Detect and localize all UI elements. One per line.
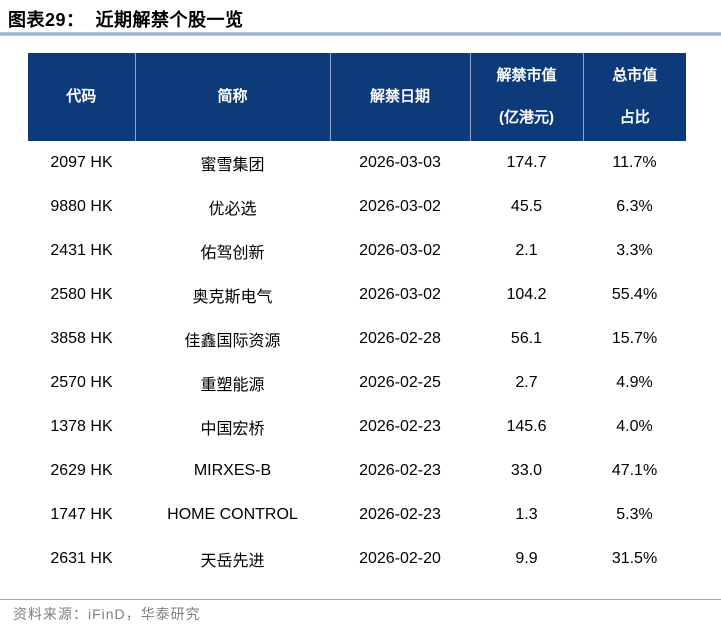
cell-unlock-value: 45.5 bbox=[510, 198, 543, 215]
cell-unlock-date: 2026-03-02 bbox=[359, 242, 441, 259]
table-row: 2097 HK 蜜雪集团 2026-03-03 174.7 11.7% bbox=[28, 141, 686, 185]
cell-code: 3858 HK bbox=[50, 330, 113, 347]
cell-unlock-date: 2026-02-23 bbox=[359, 462, 441, 479]
cell-unlock-date: 2026-03-02 bbox=[359, 286, 441, 303]
table-row: 1378 HK 中国宏桥 2026-02-23 145.6 4.0% bbox=[28, 405, 686, 449]
cell-code: 1378 HK bbox=[50, 418, 113, 435]
table-row: 3858 HK 佳鑫国际资源 2026-02-28 56.1 15.7% bbox=[28, 317, 686, 361]
cell-code: 1747 HK bbox=[50, 506, 113, 523]
unlock-stocks-table-container: 代码 简称 解禁日期 bbox=[28, 53, 686, 581]
cell-market-cap-ratio: 11.7% bbox=[612, 154, 657, 171]
cell-unlock-value: 145.6 bbox=[506, 418, 547, 435]
column-header-label: 解禁市值 bbox=[496, 67, 557, 84]
cell-name: 重塑能源 bbox=[200, 377, 265, 394]
cell-name: 奥克斯电气 bbox=[192, 289, 273, 306]
table-row: 2629 HK MIRXES-B 2026-02-23 33.0 47.1% bbox=[28, 449, 686, 493]
table-row: 9880 HK 优必选 2026-03-02 45.5 6.3% bbox=[28, 185, 686, 229]
cell-unlock-value: 1.3 bbox=[515, 506, 538, 523]
column-header-unlock-date: 解禁日期 bbox=[329, 53, 470, 141]
cell-code: 2580 HK bbox=[50, 286, 113, 303]
cell-unlock-value: 104.2 bbox=[506, 286, 547, 303]
column-header-label: 解禁日期 bbox=[369, 88, 430, 105]
cell-market-cap-ratio: 55.4% bbox=[611, 286, 658, 303]
cell-market-cap-ratio: 47.1% bbox=[611, 462, 658, 479]
cell-name: 优必选 bbox=[208, 201, 257, 218]
cell-market-cap-ratio: 6.3% bbox=[616, 198, 653, 215]
cell-unlock-value: 9.9 bbox=[515, 550, 538, 567]
column-header-code: 代码 bbox=[28, 53, 135, 141]
cell-unlock-date: 2026-03-02 bbox=[359, 198, 441, 215]
cell-unlock-date: 2026-02-23 bbox=[359, 506, 441, 523]
cell-unlock-date: 2026-03-03 bbox=[359, 154, 441, 171]
cell-name: 佑驾创新 bbox=[200, 245, 265, 262]
source-note: 资料来源：iFinD，华泰研究 bbox=[13, 606, 201, 622]
table-row: 2570 HK 重塑能源 2026-02-25 2.7 4.9% bbox=[28, 361, 686, 405]
table-row: 2431 HK 佑驾创新 2026-03-02 2.1 3.3% bbox=[28, 229, 686, 273]
cell-market-cap-ratio: 4.9% bbox=[616, 374, 653, 391]
column-header-label: 简称 bbox=[217, 88, 248, 105]
cell-market-cap-ratio: 4.0% bbox=[616, 418, 653, 435]
table-row: 2631 HK 天岳先进 2026-02-20 9.9 31.5% bbox=[28, 537, 686, 581]
cell-code: 2570 HK bbox=[50, 374, 113, 391]
table-body: 2097 HK 蜜雪集团 2026-03-03 174.7 11.7% 9880… bbox=[28, 141, 686, 581]
cell-unlock-date: 2026-02-23 bbox=[359, 418, 441, 435]
cell-code: 9880 HK bbox=[50, 198, 113, 215]
cell-unlock-date: 2026-02-25 bbox=[359, 374, 441, 391]
cell-unlock-value: 33.0 bbox=[510, 462, 543, 479]
cell-code: 2629 HK bbox=[50, 462, 113, 479]
cell-market-cap-ratio: 31.5% bbox=[611, 550, 658, 567]
table-header: 代码 简称 解禁日期 bbox=[28, 53, 686, 141]
title-underline-rule bbox=[0, 32, 721, 36]
cell-unlock-value: 174.7 bbox=[506, 154, 547, 171]
column-header-label: 代码 bbox=[66, 88, 97, 105]
cell-market-cap-ratio: 3.3% bbox=[616, 242, 653, 259]
column-header-unlock-value: 解禁市值 (亿港元) bbox=[469, 53, 583, 141]
column-header-market-cap-ratio: 总市值 占比 bbox=[582, 53, 686, 141]
footer-divider-rule bbox=[0, 599, 721, 600]
cell-code: 2631 HK bbox=[50, 550, 113, 567]
cell-name: 佳鑫国际资源 bbox=[184, 333, 281, 350]
cell-name: 蜜雪集团 bbox=[200, 157, 265, 174]
cell-name: MIRXES-B bbox=[193, 462, 272, 479]
cell-name: HOME CONTROL bbox=[167, 506, 298, 523]
cell-market-cap-ratio: 15.7% bbox=[611, 330, 658, 347]
table-header-row: 代码 简称 解禁日期 bbox=[28, 53, 686, 141]
table-row: 1747 HK HOME CONTROL 2026-02-23 1.3 5.3% bbox=[28, 493, 686, 537]
cell-unlock-value: 2.7 bbox=[515, 374, 538, 391]
cell-unlock-date: 2026-02-28 bbox=[359, 330, 441, 347]
unlock-stocks-table: 代码 简称 解禁日期 bbox=[28, 53, 686, 581]
column-header-name: 简称 bbox=[134, 53, 330, 141]
cell-code: 2431 HK bbox=[50, 242, 113, 259]
cell-name: 中国宏桥 bbox=[200, 421, 265, 438]
column-header-label: 占比 bbox=[619, 109, 650, 126]
cell-unlock-value: 56.1 bbox=[510, 330, 543, 347]
column-header-label: 总市值 bbox=[612, 67, 658, 84]
column-header-label: (亿港元) bbox=[499, 109, 554, 126]
cell-market-cap-ratio: 5.3% bbox=[616, 506, 653, 523]
cell-name: 天岳先进 bbox=[200, 553, 265, 570]
figure-title: 图表29： 近期解禁个股一览 bbox=[8, 10, 244, 30]
cell-code: 2097 HK bbox=[50, 154, 113, 171]
table-row: 2580 HK 奥克斯电气 2026-03-02 104.2 55.4% bbox=[28, 273, 686, 317]
cell-unlock-value: 2.1 bbox=[515, 242, 538, 259]
cell-unlock-date: 2026-02-20 bbox=[359, 550, 441, 567]
